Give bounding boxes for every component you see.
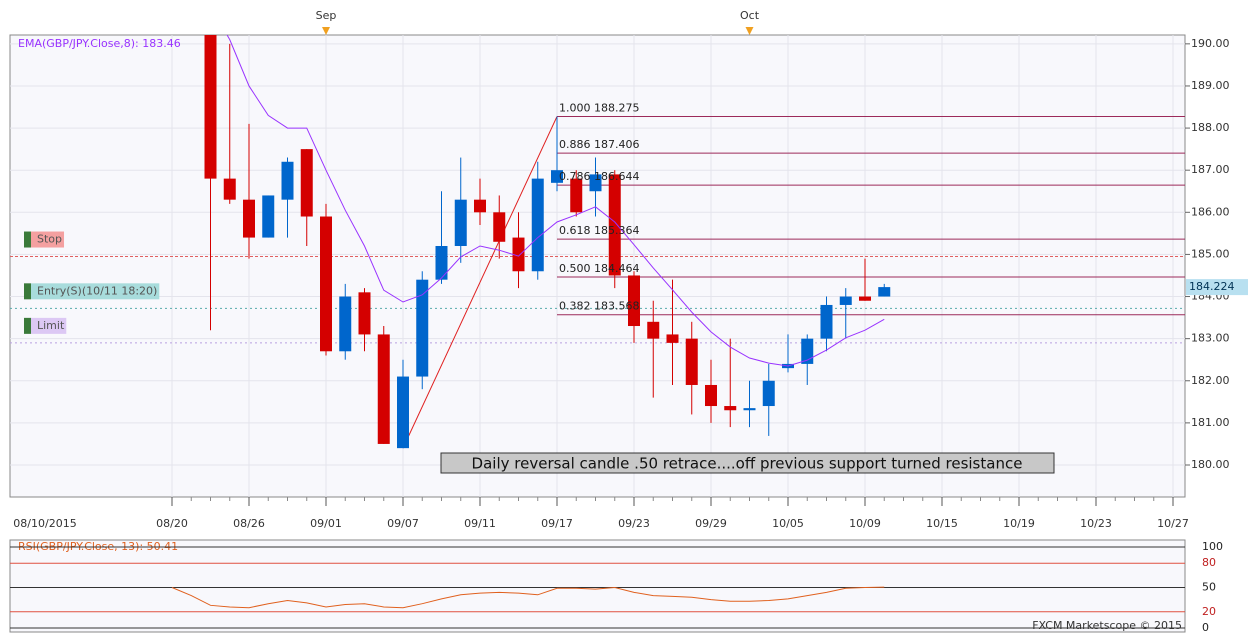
candle-body <box>512 237 525 272</box>
fib-label: 0.500 184.464 <box>559 262 639 275</box>
order-label: Entry(S)(10/11 18:20) <box>37 284 157 297</box>
month-marker <box>745 27 754 35</box>
x-tick-label: 09/17 <box>541 517 573 530</box>
candle-body <box>608 174 621 276</box>
month-label: Oct <box>740 9 760 22</box>
order-label: Stop <box>37 233 62 246</box>
candle-body <box>416 279 429 377</box>
candle-body <box>705 384 717 407</box>
x-tick-label: 09/29 <box>695 517 727 530</box>
candle-body <box>281 161 294 200</box>
candle-body <box>820 304 833 339</box>
y-tick-label: 187.00 <box>1191 163 1230 176</box>
x-tick-label: 10/15 <box>926 517 958 530</box>
start-label: 08/10/2015 <box>13 517 76 530</box>
candle-body <box>878 287 891 297</box>
ema-line <box>226 35 885 367</box>
order-label-bg <box>31 317 67 334</box>
y-tick-label: 186.00 <box>1191 205 1230 218</box>
x-tick-label: 10/23 <box>1080 517 1112 530</box>
footer: FXCM Marketscope © 2015 <box>1032 619 1182 632</box>
candle-body <box>685 338 698 385</box>
rsi-panel <box>9 539 1186 633</box>
candle-body <box>839 296 852 305</box>
candle-body <box>435 245 448 280</box>
x-tick-label: 10/19 <box>1003 517 1035 530</box>
order-label: Limit <box>37 319 65 332</box>
candle-body <box>223 178 236 200</box>
fib-trend <box>402 116 558 449</box>
candle-body <box>724 406 737 411</box>
candle-body <box>531 178 544 272</box>
candle-body <box>377 334 390 444</box>
order-flag <box>24 317 31 334</box>
last-price-label: 184.224 <box>1189 280 1235 293</box>
order-label-bg <box>31 283 160 300</box>
order-flag <box>24 231 31 248</box>
y-tick-label: 181.00 <box>1191 416 1230 429</box>
candle-body <box>666 334 679 343</box>
y-tick-label: 180.00 <box>1191 458 1230 471</box>
x-tick-label: 10/05 <box>772 517 804 530</box>
fib-label: 0.618 185.364 <box>559 224 639 237</box>
y-tick-label: 188.00 <box>1191 121 1230 134</box>
candle-body <box>300 149 313 217</box>
rsi-tick-label: 0 <box>1202 621 1209 634</box>
fib-label: 0.382 183.568 <box>559 300 639 313</box>
fib-label: 0.886 187.406 <box>559 138 639 151</box>
candle-body <box>339 296 352 352</box>
x-tick-label: 10/27 <box>1157 517 1189 530</box>
annotation-box <box>440 452 1055 474</box>
candle-body <box>570 178 583 213</box>
rsi-tick-label: 80 <box>1202 556 1216 569</box>
fib-label: 1.000 188.275 <box>559 101 639 114</box>
candle-body <box>628 275 640 327</box>
candle-body <box>493 212 506 242</box>
candle-body <box>743 408 756 411</box>
y-tick-label: 183.00 <box>1191 332 1230 345</box>
candle-body <box>320 216 332 352</box>
candle-body <box>551 170 563 183</box>
candle-body <box>358 292 371 335</box>
candle-body <box>801 338 814 364</box>
candle-body <box>204 35 217 179</box>
candle-body <box>647 321 660 339</box>
y-tick-label: 182.00 <box>1191 374 1230 387</box>
x-tick-label: 09/07 <box>387 517 419 530</box>
annotation: Daily reversal candle .50 retrace....off… <box>472 455 1023 473</box>
candle-body <box>243 199 255 238</box>
y-tick-label: 190.00 <box>1191 37 1230 50</box>
candle-body <box>454 199 467 246</box>
x-tick-label: 08/20 <box>156 517 188 530</box>
candle-body <box>589 174 602 192</box>
rsi-tick-label: 100 <box>1202 540 1223 553</box>
order-label-bg <box>31 231 65 248</box>
month-marker <box>322 27 330 35</box>
x-tick-label: 08/26 <box>233 517 265 530</box>
x-tick-label: 09/11 <box>464 517 496 530</box>
candle-body <box>397 376 409 449</box>
rsi-tick-label: 50 <box>1202 581 1216 594</box>
x-tick-label: 10/09 <box>849 517 881 530</box>
candle-body <box>474 199 486 213</box>
x-tick-label: 09/01 <box>310 517 342 530</box>
candle-body <box>762 380 775 407</box>
rsi-tick-label: 20 <box>1202 605 1216 618</box>
candle-body <box>262 195 275 238</box>
y-tick-label: 185.00 <box>1191 247 1230 260</box>
fib-label: 0.786 186.644 <box>559 170 639 183</box>
x-tick-label: 09/23 <box>618 517 650 530</box>
candle-body <box>859 296 871 301</box>
last-price-bg <box>1186 279 1248 296</box>
rsi-line <box>171 586 885 609</box>
month-label: Sep <box>316 9 337 22</box>
y-tick-label: 189.00 <box>1191 79 1230 92</box>
order-flag <box>24 283 31 300</box>
chart-title: EMA(GBP/JPY.Close,8): 183.46 <box>18 37 181 50</box>
